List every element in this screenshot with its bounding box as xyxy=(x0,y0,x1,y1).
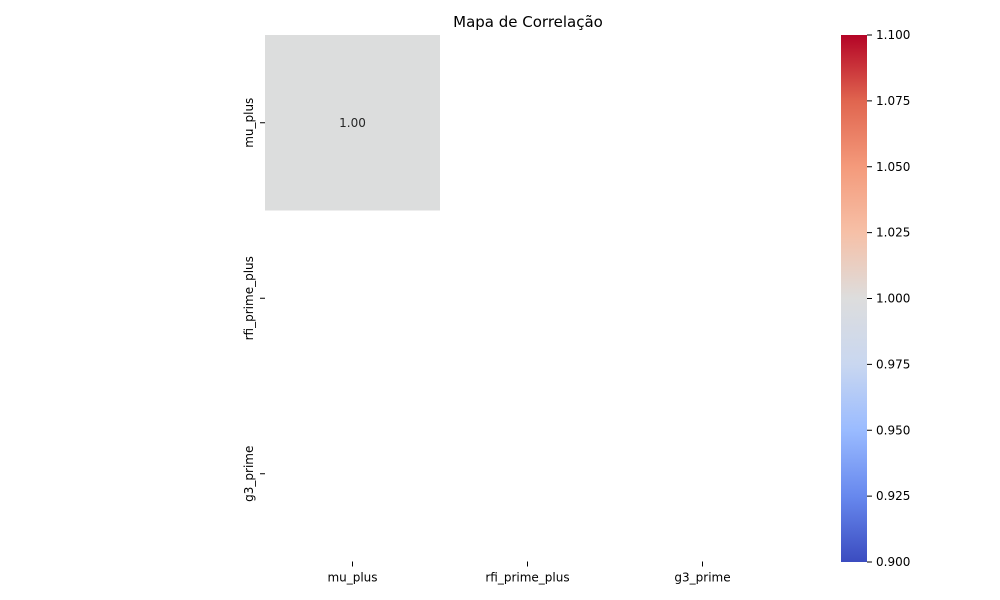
y-tick-label: rfi_prime_plus xyxy=(242,256,256,340)
colorbar-tick-label: 1.100 xyxy=(876,28,910,42)
colorbar-tick-label: 1.000 xyxy=(876,292,910,306)
colorbar-tick-label: 0.900 xyxy=(876,555,910,569)
colorbar-tick-label: 1.075 xyxy=(876,94,910,108)
x-tick-label: rfi_prime_plus xyxy=(485,571,569,585)
colorbar-ticks: 0.900 0.925 0.950 0.975 1.000 1.025 1.050 1.075… xyxy=(867,28,910,569)
colorbar-tick-label: 0.925 xyxy=(876,489,910,503)
y-tick-label: g3_prime xyxy=(242,446,256,502)
cell-annotation: 1.00 xyxy=(339,116,366,130)
colorbar: 0.900 0.925 0.950 0.975 1.000 1.025 1.050 1.075… xyxy=(841,28,910,569)
colorbar-tick-label: 1.050 xyxy=(876,160,910,174)
x-tick-label: g3_prime xyxy=(674,571,730,585)
colorbar-gradient xyxy=(841,35,867,562)
colorbar-tick-label: 0.975 xyxy=(876,357,910,371)
colorbar-tick-label: 0.950 xyxy=(876,423,910,437)
heatmap-cell xyxy=(265,35,440,211)
y-axis: mu_plus rfi_prime_plus g3_prime xyxy=(242,98,265,502)
colorbar-tick-label: 1.025 xyxy=(876,226,910,240)
x-tick-label: mu_plus xyxy=(327,571,377,585)
x-axis: mu_plus rfi_prime_plus g3_prime xyxy=(327,561,731,585)
heatmap-cells: 1.00 xyxy=(265,35,440,211)
chart-title: Mapa de Correlação xyxy=(453,13,603,31)
y-tick-label: mu_plus xyxy=(242,98,256,148)
